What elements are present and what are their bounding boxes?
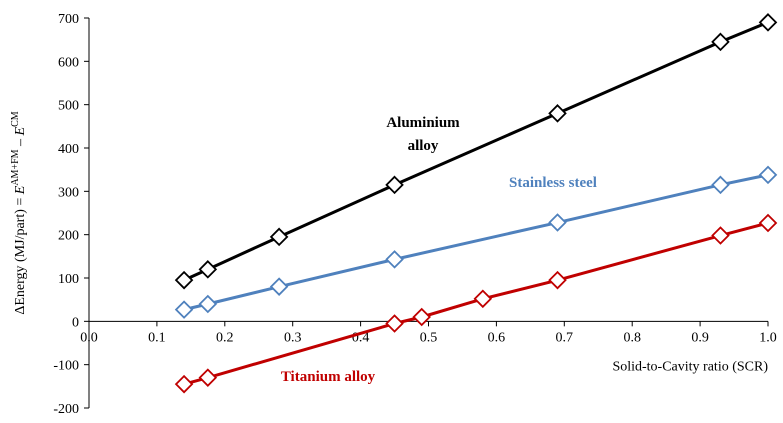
data-point-marker bbox=[385, 175, 404, 195]
y-tick-label: 100 bbox=[58, 272, 79, 287]
data-point-marker bbox=[711, 226, 730, 245]
y-tick-label: 0 bbox=[72, 315, 79, 330]
x-tick-label: 0.1 bbox=[148, 330, 166, 345]
x-tick-label: 0.7 bbox=[556, 330, 574, 345]
data-point-marker bbox=[385, 250, 404, 269]
y-axis-label-sup1: AM+FM bbox=[10, 149, 21, 185]
data-point-marker bbox=[758, 213, 778, 233]
y-tick-label: 700 bbox=[58, 12, 79, 27]
y-tick-label: 500 bbox=[58, 99, 79, 114]
data-point-marker bbox=[385, 314, 404, 333]
data-point-marker bbox=[198, 294, 218, 314]
series-label: Aluminium bbox=[386, 115, 460, 131]
x-tick-label: 0.6 bbox=[488, 330, 506, 345]
data-point-marker bbox=[174, 374, 194, 394]
data-point-marker bbox=[269, 277, 289, 296]
y-axis-ticks: -200 -100 0 100 200 300 400 500 600 700 bbox=[53, 12, 89, 417]
series-titanium-alloy: Titanium alloy bbox=[174, 213, 778, 394]
series-layer: Aluminium alloy Stainless steel Titanium al… bbox=[174, 13, 778, 394]
y-tick-label: -200 bbox=[53, 402, 79, 417]
data-point-marker bbox=[269, 227, 289, 247]
series-stainless-steel: Stainless steel bbox=[174, 165, 778, 319]
data-point-marker bbox=[548, 270, 567, 290]
data-point-marker bbox=[548, 213, 567, 232]
y-tick-label: 300 bbox=[58, 185, 79, 200]
x-tick-label: 0.5 bbox=[420, 330, 438, 345]
x-tick-label: 1.0 bbox=[759, 330, 777, 345]
y-tick-label: -100 bbox=[53, 359, 79, 374]
x-tick-label: 0.8 bbox=[623, 330, 641, 345]
data-point-marker bbox=[711, 175, 730, 195]
y-axis-label-e2: E bbox=[13, 126, 28, 136]
data-point-marker bbox=[198, 368, 218, 387]
data-point-marker bbox=[548, 104, 567, 123]
data-point-marker bbox=[711, 32, 730, 52]
series-label: alloy bbox=[408, 138, 439, 154]
series-line bbox=[183, 173, 769, 312]
x-tick-label: 0.3 bbox=[284, 330, 302, 345]
x-axis-label: Solid-to-Cavity ratio (SCR) bbox=[612, 359, 768, 374]
y-axis-label-minus: – bbox=[13, 135, 28, 149]
series-label: Stainless steel bbox=[509, 175, 597, 191]
data-point-marker bbox=[473, 289, 493, 309]
data-point-marker bbox=[758, 165, 778, 185]
series-line bbox=[183, 221, 769, 386]
data-point-marker bbox=[174, 300, 194, 319]
x-tick-label: 0.9 bbox=[691, 330, 709, 345]
y-axis-label: ΔEnergy (MJ/part) = EAM+FM – ECM bbox=[10, 111, 28, 314]
data-point-marker bbox=[758, 13, 778, 32]
y-axis-label-e1: E bbox=[13, 185, 28, 195]
y-axis-label-prefix: ΔEnergy (MJ/part) = bbox=[13, 194, 28, 314]
series-aluminium-alloy: Aluminium alloy bbox=[174, 13, 778, 290]
data-point-marker bbox=[174, 270, 194, 290]
data-point-marker bbox=[198, 260, 218, 279]
y-tick-label: 200 bbox=[58, 229, 79, 244]
x-tick-label: 0.2 bbox=[216, 330, 234, 345]
series-label: Titanium alloy bbox=[281, 369, 376, 385]
y-tick-label: 600 bbox=[58, 55, 79, 70]
y-axis-label-sup2: CM bbox=[10, 111, 21, 127]
data-point-marker bbox=[412, 307, 431, 327]
x-axis-ticks: 0.0 0.1 0.2 0.3 0.4 0.5 0.6 0.7 0.8 0.9 1.0 bbox=[80, 321, 777, 345]
y-tick-label: 400 bbox=[58, 142, 79, 157]
